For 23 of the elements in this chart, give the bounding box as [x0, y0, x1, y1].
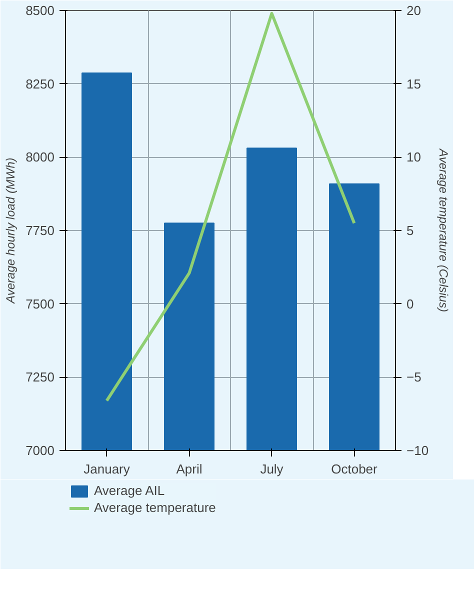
y2-tick-label: 0: [406, 296, 414, 312]
y-tick-label: 8250: [26, 76, 54, 92]
y2-tick-label: −5: [406, 370, 422, 385]
y-tick-label: 7750: [26, 223, 54, 238]
y2-tick-label: 5: [406, 223, 414, 238]
y2-tick-label: −10: [406, 443, 429, 458]
x-tick-label: July: [260, 462, 284, 476]
y-tick-label: 8000: [26, 150, 54, 165]
y-tick-label: 7000: [26, 443, 54, 458]
y-tick-label: 7250: [26, 370, 54, 385]
y2-tick-label: 10: [406, 150, 421, 165]
y-tick-label: 8500: [26, 3, 54, 18]
x-tick-label: January: [84, 462, 130, 476]
legend-label: Average AIL: [94, 483, 165, 498]
y-axis-title: Average hourly load (MWh): [4, 158, 18, 304]
y-tick-label: 7500: [26, 296, 54, 312]
y2-tick-label: 15: [406, 76, 421, 92]
y2-tick-label: 20: [406, 3, 421, 18]
line-series: [105, 12, 356, 402]
x-tick-label: October: [331, 462, 378, 476]
y2-axis-title: Average temperature (Celsius): [436, 148, 451, 312]
x-tick-label: April: [176, 462, 202, 476]
legend-label: Average temperature: [94, 500, 216, 515]
